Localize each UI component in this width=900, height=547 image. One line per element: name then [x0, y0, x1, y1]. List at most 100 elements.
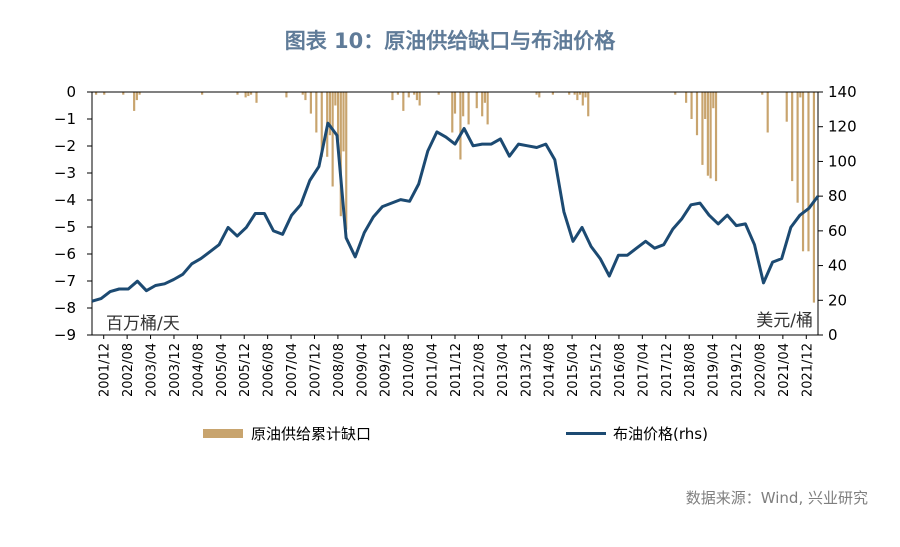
gap-bar [407, 92, 410, 98]
x-tick-label: 2017/12 [660, 343, 675, 397]
gap-bar [247, 92, 250, 97]
gap-bar [766, 92, 769, 133]
left-tick-label: −6 [54, 245, 76, 263]
x-tick-label: 2021/04 [777, 343, 792, 397]
x-tick-label: 2017/04 [636, 343, 651, 397]
gap-bar [475, 92, 478, 109]
gap-bar [320, 92, 323, 157]
gap-bar [339, 92, 342, 217]
gap-bar [391, 92, 394, 101]
gap-bar [459, 92, 462, 160]
legend: 原油供给累计缺口 布油价格(rhs) [203, 425, 708, 443]
right-tick-label: 120 [828, 118, 857, 136]
x-tick-label: 2010/08 [402, 343, 417, 397]
right-tick-label: 0 [828, 326, 838, 344]
left-tick-label: −1 [54, 110, 76, 128]
chart-title: 图表 10：原油供给缺口与布油价格 [285, 29, 617, 53]
x-tick-label: 2015/04 [566, 343, 581, 397]
left-tick-label: −3 [54, 164, 76, 182]
gap-bar [551, 92, 554, 95]
gap-bar [799, 92, 802, 98]
gap-bar [807, 92, 810, 252]
left-tick-label: −9 [54, 326, 76, 344]
gap-bar [462, 92, 465, 117]
x-tick-label: 2019/12 [730, 343, 745, 397]
gap-bar [674, 92, 677, 95]
x-tick-label: 2007/12 [308, 343, 323, 397]
gap-bar-series [94, 92, 816, 303]
gap-bar [573, 92, 576, 95]
gap-bar [304, 92, 307, 101]
gap-bar [796, 92, 799, 203]
x-tick-label: 2005/12 [238, 343, 253, 397]
gap-bar [396, 92, 399, 95]
gap-bar [402, 92, 405, 111]
gap-bar [486, 92, 489, 125]
gap-bar [249, 92, 253, 95]
right-tick-label: 40 [828, 257, 847, 275]
x-tick-label: 2012/08 [472, 343, 487, 397]
gap-bar [690, 92, 693, 119]
x-tick-label: 2008/08 [332, 343, 347, 397]
gap-bar [706, 92, 709, 176]
left-tick-label: −4 [54, 191, 76, 209]
gap-bar [578, 92, 582, 95]
legend-line-label: 布油价格(rhs) [613, 425, 708, 443]
left-tick-label: −5 [54, 218, 76, 236]
right-axis-ticks: 140 120 100 80 60 40 20 0 [818, 83, 857, 344]
x-tick-label: 2009/04 [355, 343, 370, 397]
x-tick-label: 2013/04 [496, 343, 511, 397]
gap-bar [761, 92, 764, 95]
gap-bar [538, 92, 541, 98]
gap-bar [138, 92, 141, 95]
gap-bar [701, 92, 704, 165]
gap-bar [413, 92, 416, 95]
gap-bar [133, 92, 136, 111]
gap-bar [315, 92, 318, 133]
gap-bar [309, 92, 312, 114]
gap-bar [285, 92, 288, 98]
gap-bar [704, 92, 707, 119]
x-tick-label: 2014/08 [543, 343, 558, 397]
gap-bar [122, 92, 125, 95]
x-tick-label: 2011/04 [426, 343, 441, 397]
gap-bar [709, 92, 712, 179]
left-tick-label: −8 [54, 299, 76, 317]
x-tick-label: 2003/12 [168, 343, 183, 397]
gap-bar [587, 92, 590, 117]
gap-bar [685, 92, 688, 103]
gap-bar [568, 92, 571, 95]
x-tick-label: 2020/08 [753, 343, 768, 397]
gap-bar [334, 92, 337, 106]
right-tick-label: 140 [828, 83, 857, 101]
x-tick-label: 2005/04 [215, 343, 230, 397]
gap-bar [481, 92, 484, 117]
x-tick-label: 2001/12 [98, 343, 113, 397]
gap-bar [236, 92, 239, 95]
x-tick-label: 2002/08 [121, 343, 136, 397]
gap-bar [415, 92, 419, 101]
x-tick-label: 2009/12 [379, 343, 394, 397]
left-tick-label: −7 [54, 272, 76, 290]
gap-bar [695, 92, 699, 136]
gap-bar [535, 92, 538, 95]
right-tick-label: 60 [828, 222, 847, 240]
gap-bar [453, 92, 457, 114]
gap-bar [483, 92, 486, 103]
right-tick-label: 100 [828, 152, 857, 170]
gap-bar [418, 92, 421, 106]
x-axis-ticks: 2001/12 2002/08 2003/04 2003/12 2004/08 2005/… [98, 335, 815, 397]
gap-bar [94, 92, 98, 95]
gap-bar [244, 92, 247, 98]
legend-line-swatch [566, 432, 606, 435]
brent-price-line [91, 121, 820, 303]
right-tick-label: 80 [828, 187, 847, 205]
legend-bar-swatch [203, 429, 243, 438]
x-tick-label: 2004/08 [191, 343, 206, 397]
gap-bar [342, 92, 345, 152]
x-tick-label: 2016/08 [613, 343, 628, 397]
gap-bar [791, 92, 794, 182]
gap-bar [467, 92, 470, 125]
gap-bar [584, 92, 587, 98]
